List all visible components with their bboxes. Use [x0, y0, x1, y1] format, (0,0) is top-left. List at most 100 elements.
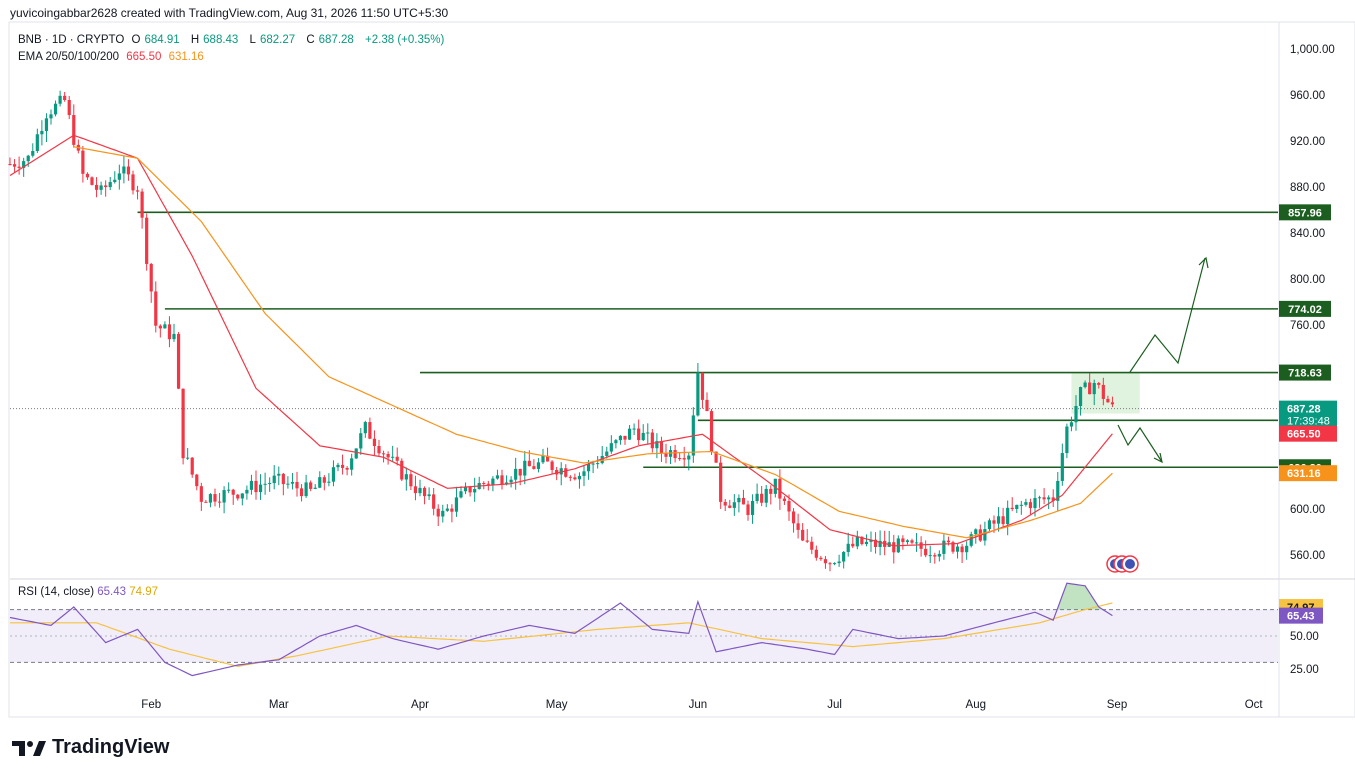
candle-body — [632, 428, 636, 430]
candle-body — [1069, 422, 1074, 427]
candle-body — [719, 462, 723, 502]
candle — [40, 120, 44, 146]
symbol-name[interactable]: BNB · 1D · CRYPTO — [18, 34, 125, 46]
candle-body — [436, 508, 440, 517]
candle — [413, 475, 418, 501]
candle — [277, 466, 281, 486]
price-tag-bg — [1279, 425, 1337, 442]
candle-body — [491, 478, 495, 485]
candle-body — [846, 543, 850, 552]
candle-body — [377, 446, 381, 454]
candle-body — [418, 487, 422, 494]
candle — [673, 444, 677, 463]
rsi-label[interactable]: RSI (14, close) — [18, 586, 95, 598]
candle-body — [40, 130, 44, 135]
candle — [937, 550, 941, 562]
candle — [532, 459, 536, 470]
y-tick-label: 960.00 — [1290, 90, 1325, 102]
candle-body — [550, 461, 554, 470]
candle-body — [842, 551, 846, 562]
candle — [819, 555, 823, 561]
candle — [204, 499, 208, 503]
candle-body — [942, 540, 946, 554]
x-tick-label: Mar — [269, 699, 289, 711]
candle — [145, 213, 149, 271]
rsi-line — [9, 582, 1113, 677]
candle-body — [532, 466, 536, 469]
x-tick-label: Jun — [689, 699, 708, 711]
candle — [336, 462, 340, 472]
candle-body — [400, 460, 404, 480]
candle-body — [277, 473, 281, 476]
c-label: C — [306, 34, 315, 46]
candle — [268, 477, 272, 492]
candle-body — [924, 548, 928, 556]
candle-body — [769, 488, 773, 494]
candle-body — [705, 399, 709, 412]
y-tick-label: 920.00 — [1290, 136, 1325, 148]
candle-body — [313, 487, 317, 489]
candle-body — [700, 372, 705, 400]
candle — [85, 172, 90, 180]
level-tag-text: 857.96 — [1288, 207, 1322, 219]
candle-body — [482, 483, 486, 485]
candle-body — [855, 536, 859, 547]
candle — [1069, 416, 1074, 432]
projection-down-path — [1117, 424, 1163, 463]
candle — [614, 438, 618, 449]
candle — [227, 482, 231, 494]
candle-body — [167, 324, 172, 340]
candle — [217, 492, 222, 508]
candle-body — [1015, 504, 1019, 510]
candle-body — [878, 540, 882, 547]
candle-body — [1042, 497, 1046, 500]
candle-body — [331, 467, 336, 482]
candle-body — [541, 455, 545, 463]
candle — [363, 420, 367, 438]
candle — [290, 472, 295, 490]
candle — [386, 451, 390, 465]
ema-label[interactable]: EMA 20/50/100/200 — [18, 51, 120, 63]
x-tick-label: Apr — [411, 699, 429, 711]
candle-body — [368, 422, 372, 439]
candle — [760, 486, 764, 507]
candle-body — [345, 467, 349, 470]
price-tag-text: 687.28 — [1287, 404, 1321, 416]
candle-body — [113, 179, 117, 183]
candle — [550, 460, 554, 474]
candle — [309, 480, 313, 492]
candle — [459, 486, 463, 499]
candle-body — [764, 488, 768, 503]
candle-body — [404, 474, 408, 480]
candle-body — [955, 546, 960, 552]
candle — [432, 487, 436, 516]
candle — [222, 486, 226, 514]
candle-body — [213, 494, 217, 502]
rsi-tag-text: 65.43 — [1287, 611, 1315, 623]
candle-body — [682, 458, 686, 460]
close-label: C 687.28 — [306, 34, 358, 46]
tradingview-wordmark: TradingView — [52, 736, 170, 758]
candle — [441, 504, 445, 523]
candle — [368, 417, 372, 440]
tradingview-logo[interactable]: TradingView — [12, 736, 169, 759]
candle — [359, 427, 363, 455]
level-tag-text: 774.02 — [1288, 304, 1322, 316]
candle — [828, 562, 832, 572]
candle-body — [363, 422, 367, 434]
candle — [322, 475, 326, 491]
candle-body — [199, 486, 203, 502]
candle — [955, 543, 960, 559]
candle — [705, 392, 709, 412]
candle-body — [322, 477, 326, 483]
candle — [514, 457, 518, 490]
candle-body — [969, 534, 973, 546]
candle — [263, 472, 267, 495]
price-tag-bg — [1279, 400, 1337, 429]
candle — [719, 456, 723, 509]
candle-body — [350, 458, 354, 470]
high-value: 688.43 — [203, 34, 239, 46]
candle — [381, 450, 386, 463]
candle — [951, 540, 955, 554]
